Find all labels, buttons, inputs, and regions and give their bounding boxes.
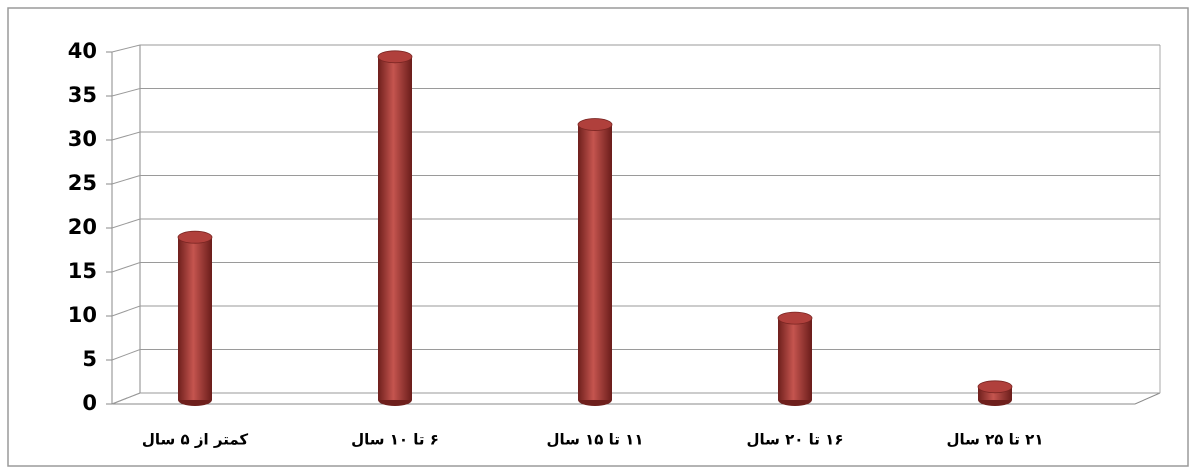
y-tick-label: 35 [68,83,97,107]
grid-line [111,262,1160,273]
bar-top [777,311,813,325]
bar [778,318,812,400]
y-tick-label: 15 [68,259,97,283]
grid-line [111,218,1160,229]
y-tick-label: 25 [68,171,97,195]
grid-line [111,175,1160,185]
x-tick-label: ۱۱ تا ۱۵ سال [547,431,644,449]
y-tick-label: 10 [68,303,97,327]
y-tick-label: 30 [68,127,97,151]
y-tick-label: 0 [82,391,97,415]
bar-top [377,50,413,64]
y-tick-label: 5 [82,347,97,371]
x-tick-label: ۲۱ تا ۲۵ سال [947,431,1044,449]
y-tick-label: 20 [68,215,97,239]
bar [178,237,212,400]
x-tick-label: ۱۶ تا ۲۰ سال [747,431,844,449]
bar [378,56,412,401]
grid-line [111,88,1160,97]
bar-top [977,380,1013,394]
bar [578,124,612,400]
grid-line [111,44,1160,53]
bar-top [177,230,213,244]
y-tick-label: 40 [68,39,97,63]
grid-line [111,305,1160,317]
grid-line [111,392,1160,405]
x-tick-label: کمتر از ۵ سال [142,431,249,449]
grid-line [111,349,1160,361]
x-tick-label: ۶ تا ۱۰ سال [351,431,439,449]
grid-line [111,131,1160,141]
bar-top [577,118,613,131]
